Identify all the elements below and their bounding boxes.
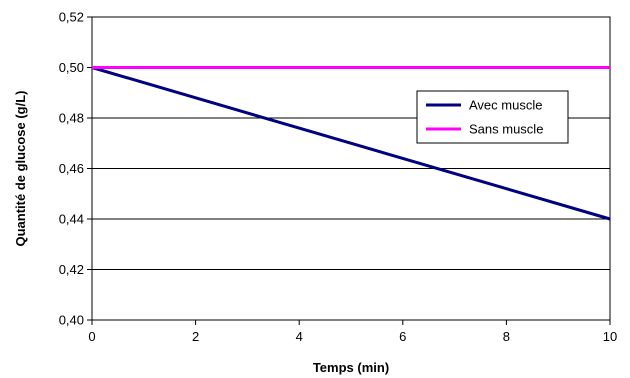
- y-tick-label-1: 0,42: [59, 262, 84, 277]
- y-tick-label-3: 0,46: [59, 161, 84, 176]
- y-tick-label-4: 0,48: [59, 111, 84, 126]
- x-tick-label-1: 2: [192, 329, 199, 344]
- legend-label-1: Sans muscle: [469, 122, 543, 137]
- x-tick-label-5: 10: [603, 329, 617, 344]
- x-tick-label-3: 6: [399, 329, 406, 344]
- series-line-avec-muscle: [91, 66, 611, 221]
- y-tick-label-2: 0,44: [59, 212, 84, 227]
- x-axis-title: Temps (min): [313, 360, 389, 375]
- gridlines: [92, 16, 610, 321]
- x-tick-label-0: 0: [88, 329, 95, 344]
- y-tick-label-5: 0,50: [59, 60, 84, 75]
- legend-label-0: Avec muscle: [469, 98, 542, 113]
- axis-ticks: 0,40 0,42 0,44 0,46 0,48 0,50 0,52 0 2 4 6 8 10: [59, 10, 618, 345]
- x-tick-label-2: 4: [296, 329, 303, 344]
- y-axis-title: Quantité de glucose (g/L): [13, 90, 28, 246]
- x-tick-label-4: 8: [503, 329, 510, 344]
- legend-box: [416, 90, 569, 144]
- legend: Avec muscle Sans muscle: [416, 90, 569, 144]
- y-tick-label-6: 0,52: [59, 10, 84, 25]
- y-tick-label-0: 0,40: [59, 313, 84, 328]
- series-lines: [91, 66, 611, 221]
